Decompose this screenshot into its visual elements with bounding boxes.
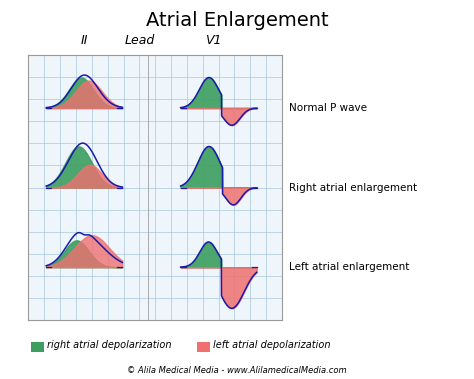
- Text: Right atrial enlargement: Right atrial enlargement: [289, 183, 417, 193]
- Text: left atrial depolarization: left atrial depolarization: [213, 340, 331, 350]
- Text: Normal P wave: Normal P wave: [289, 103, 367, 113]
- Text: Left atrial enlargement: Left atrial enlargement: [289, 262, 410, 272]
- Text: right atrial depolarization: right atrial depolarization: [47, 340, 172, 350]
- Text: Atrial Enlargement: Atrial Enlargement: [146, 11, 328, 30]
- Text: © Alila Medical Media - www.AlilamedicalMedia.com: © Alila Medical Media - www.Alilamedical…: [127, 366, 347, 375]
- Text: II: II: [81, 34, 88, 47]
- Text: V1: V1: [205, 34, 222, 47]
- Text: Lead: Lead: [125, 34, 155, 47]
